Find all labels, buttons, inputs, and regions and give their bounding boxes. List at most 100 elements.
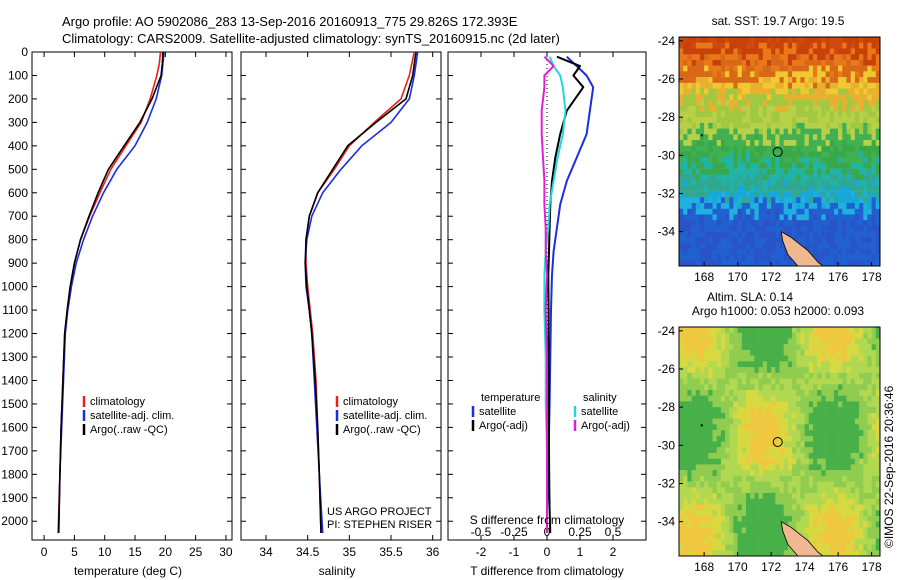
map-cell xyxy=(783,208,789,215)
map-cell xyxy=(783,550,789,557)
map-cell xyxy=(875,88,881,95)
map-cell xyxy=(875,71,881,78)
map-cell xyxy=(746,332,751,339)
map-cell xyxy=(846,145,851,152)
map-cell xyxy=(800,527,805,534)
map-cell xyxy=(716,424,722,431)
map-cell xyxy=(775,82,780,89)
map-cell xyxy=(683,174,688,181)
map-cell xyxy=(817,82,822,89)
map-cell xyxy=(758,498,764,505)
map-cell xyxy=(796,180,801,187)
map-cell xyxy=(813,390,818,396)
map-cell xyxy=(699,458,705,465)
map-cell xyxy=(792,185,797,192)
legend-label: Argo(-adj) xyxy=(479,420,528,432)
map-cell xyxy=(804,65,810,72)
map-cell xyxy=(729,447,734,454)
map-cell xyxy=(813,481,818,488)
map-cell xyxy=(741,435,747,442)
map-cell xyxy=(846,487,851,494)
map-cell xyxy=(804,435,810,442)
map-cell xyxy=(867,515,872,522)
map-cell xyxy=(754,214,759,221)
map-cell xyxy=(741,191,747,198)
map-cell xyxy=(687,344,692,351)
map-cell xyxy=(679,378,684,385)
map-cell xyxy=(783,332,789,339)
map-cell xyxy=(825,231,831,238)
map-cell xyxy=(754,327,759,333)
map-cell xyxy=(825,464,831,471)
map-cell xyxy=(729,407,734,414)
map-cell xyxy=(871,214,877,221)
map-cell xyxy=(750,134,755,141)
map-cell xyxy=(691,168,697,175)
map-cell xyxy=(766,544,772,551)
map-cell xyxy=(863,550,868,557)
map-cell xyxy=(741,231,747,238)
map-cell xyxy=(762,77,768,84)
map-cell xyxy=(771,54,776,61)
map-cell xyxy=(762,260,768,267)
map-cell xyxy=(737,355,743,362)
map-cell xyxy=(846,82,851,89)
map-cell xyxy=(804,117,810,124)
map-cell xyxy=(859,168,864,175)
map-cell xyxy=(708,71,713,78)
map-cell xyxy=(720,470,726,477)
map-cell xyxy=(754,498,759,505)
map-cell xyxy=(733,441,738,448)
map-cell xyxy=(829,134,835,141)
map-cell xyxy=(792,220,797,227)
map-cell xyxy=(712,117,717,124)
map-cell xyxy=(725,447,730,454)
map-cell xyxy=(875,384,881,391)
map-cell xyxy=(779,48,784,55)
map-cell xyxy=(699,447,705,454)
map-cell xyxy=(691,94,697,101)
map-y-tick-label: -34 xyxy=(658,225,676,239)
map-cell xyxy=(867,59,872,66)
map-cell xyxy=(833,418,839,425)
map-cell xyxy=(712,157,717,164)
map-cell xyxy=(821,390,826,396)
map-cell xyxy=(779,412,784,419)
map-cell xyxy=(712,37,717,43)
map-cell xyxy=(792,412,797,419)
map-cell xyxy=(875,355,881,362)
map-cell xyxy=(741,498,747,505)
map-cell xyxy=(762,220,768,227)
map-cell xyxy=(854,145,860,152)
map-cell xyxy=(771,162,776,169)
map-cell xyxy=(787,82,793,89)
map-cell xyxy=(683,37,688,43)
map-cell xyxy=(854,510,860,517)
map-cell xyxy=(783,395,789,402)
map-cell xyxy=(838,338,843,345)
map-cell xyxy=(733,349,738,356)
map-cell xyxy=(804,94,810,101)
map-cell xyxy=(825,42,831,49)
map-cell xyxy=(716,48,722,55)
map-cell xyxy=(842,128,847,135)
map-cell xyxy=(733,145,738,152)
map-cell xyxy=(804,42,810,49)
map-cell xyxy=(758,367,764,374)
map-cell xyxy=(787,220,793,227)
map-cell xyxy=(792,435,797,442)
map-x-tick-label: 178 xyxy=(862,270,882,284)
map-cell xyxy=(846,372,851,379)
map-cell xyxy=(829,145,835,152)
map-cell xyxy=(779,77,784,84)
map-cell xyxy=(817,65,822,72)
map-cell xyxy=(750,94,755,101)
map-cell xyxy=(829,361,835,368)
map-cell xyxy=(683,71,688,78)
map-cell xyxy=(863,65,868,72)
map-cell xyxy=(842,418,847,425)
map-cell xyxy=(762,128,768,135)
map-cell xyxy=(863,128,868,135)
map-cell xyxy=(813,162,818,169)
map-cell xyxy=(687,527,692,534)
